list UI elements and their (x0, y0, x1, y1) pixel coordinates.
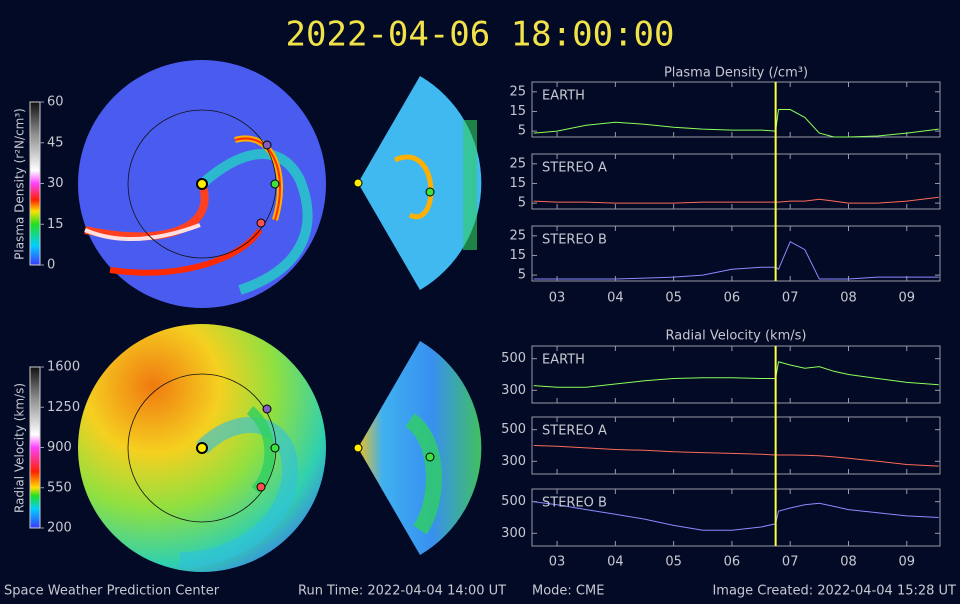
y-tick-label: 500 (501, 494, 526, 509)
colorbar-tick-label: 30 (47, 176, 64, 191)
y-tick-label: 25 (509, 84, 526, 99)
chart-title: Plasma Density (/cm³) (664, 66, 808, 81)
colorbar-tick-label: 1250 (47, 400, 80, 415)
velocity-wedge (353, 341, 482, 555)
y-tick-label: 15 (509, 248, 526, 263)
footer-text: Run Time: 2022-04-04 14:00 UT (298, 584, 506, 599)
colorbar-tick-label: 60 (47, 95, 64, 110)
density-disk (78, 60, 326, 308)
panel (531, 488, 941, 547)
panel (531, 153, 941, 210)
x-tick-label: 04 (607, 291, 624, 306)
panel (531, 225, 941, 282)
series-label: EARTH (542, 89, 585, 104)
y-tick-label: 15 (509, 104, 526, 119)
x-tick-label: 05 (665, 291, 682, 306)
series-label: STEREO A (542, 424, 607, 439)
panel (531, 416, 941, 475)
footer-text: Space Weather Prediction Center (4, 584, 220, 599)
footer-text: Image Created: 2022-04-04 15:28 UT (712, 584, 956, 599)
colorbar-tick-label: 1600 (47, 360, 80, 375)
colorbar-tick-label: 900 (47, 440, 72, 455)
y-tick-label: 5 (518, 124, 526, 139)
x-tick-label: 09 (899, 555, 916, 570)
colorbar-tick-label: 0 (47, 258, 55, 273)
y-tick-label: 25 (509, 156, 526, 171)
colorbar-tick-label: 15 (47, 217, 64, 232)
footer-text: Mode: CME (532, 584, 604, 599)
y-tick-label: 5 (518, 268, 526, 283)
colorbar (29, 101, 41, 266)
x-tick-label: 06 (724, 555, 741, 570)
y-tick-label: 5 (518, 196, 526, 211)
y-tick-label: 25 (509, 228, 526, 243)
colorbar-tick-label: 200 (47, 521, 72, 536)
footer: Space Weather Prediction Center Run Time… (4, 584, 956, 599)
panel (531, 345, 941, 404)
x-tick-label: 04 (607, 555, 624, 570)
colorbar (29, 366, 41, 529)
x-tick-label: 07 (782, 555, 799, 570)
x-tick-label: 06 (724, 291, 741, 306)
x-tick-label: 05 (665, 555, 682, 570)
x-tick-label: 08 (840, 555, 857, 570)
colorbar-tick-label: 45 (47, 135, 64, 150)
series-label: STEREO B (542, 233, 607, 248)
colorbar-tick-label: 550 (47, 480, 72, 495)
x-tick-label: 07 (782, 291, 799, 306)
y-tick-label: 300 (501, 454, 526, 469)
x-tick-label: 03 (549, 555, 566, 570)
x-tick-label: 09 (899, 291, 916, 306)
panel (531, 81, 941, 138)
y-tick-label: 300 (501, 526, 526, 541)
y-tick-label: 500 (501, 422, 526, 437)
series-label: EARTH (542, 353, 585, 368)
x-tick-label: 03 (549, 291, 566, 306)
y-tick-label: 500 (501, 351, 526, 366)
colorbar-label: Plasma Density (r²N/cm³) (13, 108, 27, 260)
series-label: STEREO B (542, 496, 607, 511)
x-tick-label: 08 (840, 291, 857, 306)
series-label: STEREO A (542, 161, 607, 176)
chart-title: Radial Velocity (km/s) (666, 329, 807, 344)
velocity-disk (78, 324, 326, 572)
y-tick-label: 300 (501, 383, 526, 398)
y-tick-label: 15 (509, 176, 526, 191)
density-wedge (353, 76, 482, 290)
colorbar-label: Radial Velocity (km/s) (13, 383, 27, 513)
title: 2022-04-06 18:00:00 (286, 15, 675, 55)
